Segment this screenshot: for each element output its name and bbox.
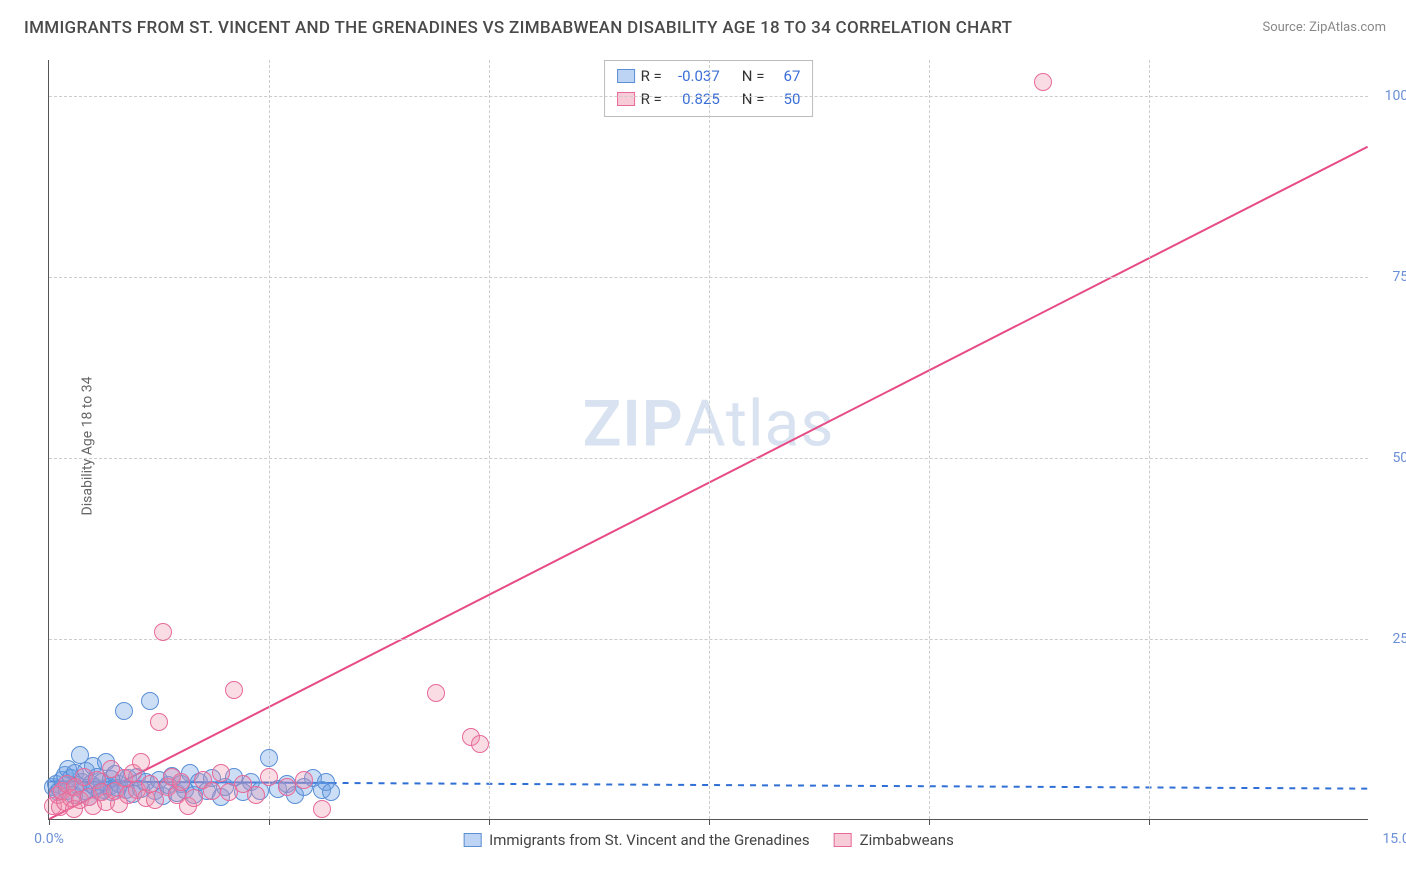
point-blue xyxy=(322,783,340,801)
x-tick-mark xyxy=(489,819,490,825)
point-blue xyxy=(141,692,159,710)
gridline-v xyxy=(269,60,270,819)
x-tick-mark xyxy=(269,819,270,825)
gridline-v xyxy=(489,60,490,819)
gridline-v xyxy=(929,60,930,819)
gridline-v xyxy=(709,60,710,819)
source-label: Source: ZipAtlas.com xyxy=(1262,20,1386,35)
trend-line-dashed xyxy=(331,783,1368,789)
y-tick-label: 50.0% xyxy=(1392,450,1406,466)
plot-area: ZIPAtlas R = -0.037 N = 67 R = 0.825 N =… xyxy=(48,60,1368,820)
gridline-v xyxy=(1149,60,1150,819)
x-tick-label: 0.0% xyxy=(34,831,64,847)
bottom-legend: Immigrants from St. Vincent and the Gren… xyxy=(463,831,954,849)
swatch-blue-icon xyxy=(463,833,481,847)
x-tick-mark xyxy=(929,819,930,825)
x-tick-mark xyxy=(1149,819,1150,825)
point-pink xyxy=(172,773,190,791)
legend-label-pink: Zimbabweans xyxy=(860,831,954,849)
chart-title: IMMIGRANTS FROM ST. VINCENT AND THE GREN… xyxy=(24,18,1012,38)
point-pink xyxy=(278,778,296,796)
point-pink xyxy=(313,800,331,818)
x-tick-mark xyxy=(49,819,50,825)
point-pink xyxy=(225,681,243,699)
point-pink xyxy=(141,775,159,793)
y-tick-label: 25.0% xyxy=(1392,631,1406,647)
legend-item-pink: Zimbabweans xyxy=(834,831,954,849)
y-tick-label: 100.0% xyxy=(1385,88,1406,104)
point-pink xyxy=(212,764,230,782)
point-pink xyxy=(247,786,265,804)
legend-item-blue: Immigrants from St. Vincent and the Gren… xyxy=(463,831,809,849)
point-pink xyxy=(260,768,278,786)
correlation-chart: IMMIGRANTS FROM ST. VINCENT AND THE GREN… xyxy=(0,0,1406,892)
point-pink xyxy=(1034,73,1052,91)
x-max-label: 15.0% xyxy=(1382,831,1406,847)
legend-label-blue: Immigrants from St. Vincent and the Gren… xyxy=(489,831,809,849)
point-pink xyxy=(203,782,221,800)
x-tick-mark xyxy=(709,819,710,825)
swatch-pink-icon xyxy=(834,833,852,847)
y-tick-label: 75.0% xyxy=(1392,269,1406,285)
